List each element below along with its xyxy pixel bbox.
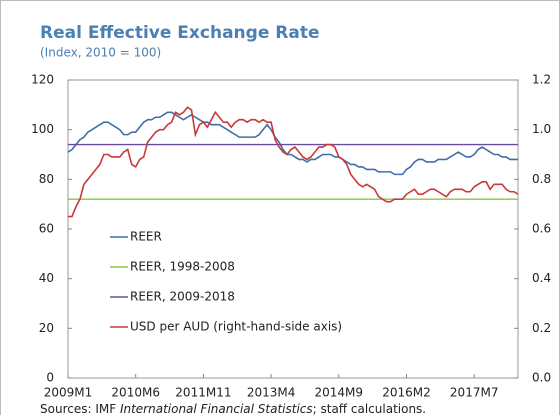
legend-label: REER, 1998-2008 [130, 260, 235, 274]
legend-label: REER [130, 230, 162, 244]
chart-subtitle: (Index, 2010 = 100) [40, 46, 161, 60]
series-line [67, 111, 518, 176]
y2-tick-label: 1.2 [532, 73, 551, 87]
x-tick-label: 2009M1 [44, 386, 93, 400]
chart-title: Real Effective Exchange Rate [40, 23, 319, 43]
source-part: Sources: IMF [40, 402, 120, 415]
x-tick-label: 2013M4 [247, 386, 296, 400]
source-part: International Financial Statistics [120, 402, 313, 415]
legend-label: REER, 2009-2018 [130, 290, 235, 304]
y-tick-label: 20 [39, 321, 54, 335]
y-tick-label: 120 [31, 73, 54, 87]
x-tick-label: 2017M7 [450, 386, 499, 400]
legend-label: USD per AUD (right-hand-side axis) [130, 320, 342, 334]
y-tick-label: 0 [46, 371, 54, 385]
y2-tick-label: 1.0 [532, 122, 551, 136]
y-tick-label: 80 [39, 172, 54, 186]
y2-tick-label: 0.8 [532, 172, 551, 186]
y2-tick-label: 0.6 [532, 222, 551, 236]
y2-tick-label: 0.0 [532, 371, 551, 385]
y2-tick-label: 0.2 [532, 321, 551, 335]
x-tick-label: 2014M9 [315, 386, 364, 400]
series-line [68, 106, 519, 218]
y-tick-label: 40 [39, 271, 54, 285]
x-tick-label: 2010M6 [111, 386, 160, 400]
source-part: ; staff calculations. [313, 402, 426, 415]
y2-tick-label: 0.4 [532, 271, 551, 285]
x-tick-label: 2016M2 [382, 386, 431, 400]
y-tick-label: 60 [39, 222, 54, 236]
y-tick-label: 100 [31, 122, 54, 136]
source-note: Sources: IMF International Financial Sta… [40, 402, 426, 415]
x-tick-label: 2011M11 [175, 386, 231, 400]
